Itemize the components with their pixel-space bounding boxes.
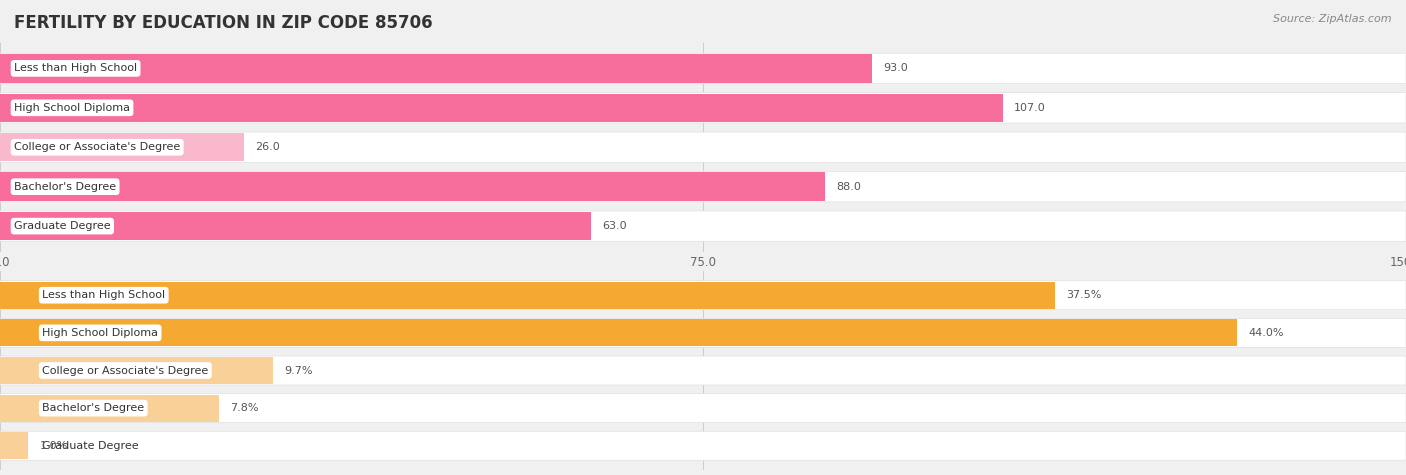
Text: Bachelor's Degree: Bachelor's Degree [42,403,145,413]
Text: 107.0: 107.0 [1014,103,1046,113]
Text: Graduate Degree: Graduate Degree [14,221,111,231]
Bar [0,282,1054,309]
Bar [0,212,591,240]
FancyBboxPatch shape [0,211,1406,241]
FancyBboxPatch shape [0,394,1406,423]
Bar [0,319,1237,346]
Text: FERTILITY BY EDUCATION IN ZIP CODE 85706: FERTILITY BY EDUCATION IN ZIP CODE 85706 [14,14,433,32]
FancyBboxPatch shape [0,281,1406,310]
Bar [0,357,273,384]
FancyBboxPatch shape [0,318,1406,347]
FancyBboxPatch shape [0,431,1406,460]
Text: Less than High School: Less than High School [14,63,138,73]
Bar [0,133,243,162]
Bar [0,432,28,459]
Text: 7.8%: 7.8% [231,403,259,413]
Text: Bachelor's Degree: Bachelor's Degree [14,181,117,192]
Text: 63.0: 63.0 [602,221,627,231]
Text: High School Diploma: High School Diploma [14,103,131,113]
Text: High School Diploma: High School Diploma [42,328,159,338]
Text: 44.0%: 44.0% [1249,328,1284,338]
Text: Source: ZipAtlas.com: Source: ZipAtlas.com [1274,14,1392,24]
Text: College or Associate's Degree: College or Associate's Degree [42,365,208,376]
Bar [0,94,1002,122]
Bar [0,172,825,201]
Text: Less than High School: Less than High School [42,290,166,300]
Text: Graduate Degree: Graduate Degree [42,441,139,451]
Text: 9.7%: 9.7% [284,365,312,376]
Text: 26.0: 26.0 [254,142,280,152]
Text: College or Associate's Degree: College or Associate's Degree [14,142,180,152]
FancyBboxPatch shape [0,53,1406,84]
Bar [0,395,219,422]
FancyBboxPatch shape [0,93,1406,123]
FancyBboxPatch shape [0,356,1406,385]
Text: 93.0: 93.0 [883,63,908,73]
FancyBboxPatch shape [0,132,1406,162]
Bar [0,54,872,83]
Text: 1.0%: 1.0% [39,441,67,451]
FancyBboxPatch shape [0,171,1406,202]
Text: 37.5%: 37.5% [1066,290,1101,300]
Text: 88.0: 88.0 [837,181,860,192]
